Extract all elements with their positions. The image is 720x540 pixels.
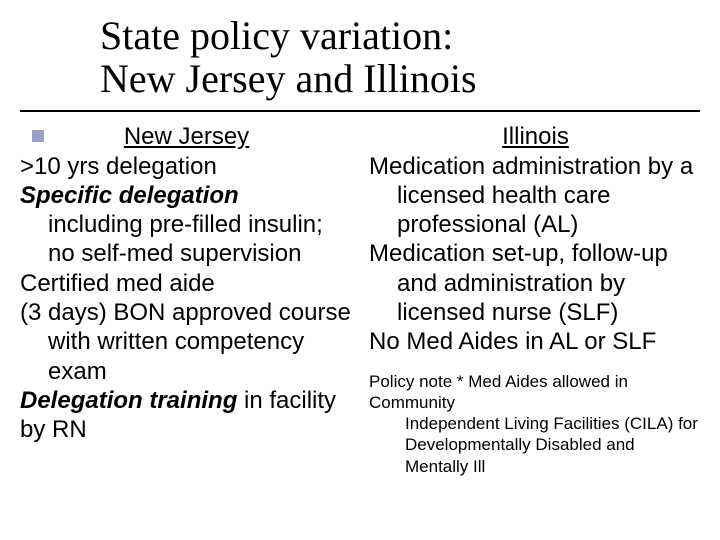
- left-line-4-text: (3 days) BON approved course with writte…: [20, 298, 353, 386]
- title-line-2: New Jersey and Illinois: [100, 56, 477, 101]
- slide: State policy variation: New Jersey and I…: [0, 0, 720, 540]
- content-columns: New Jersey >10 yrs delegation Specific d…: [0, 122, 720, 476]
- right-line-1: Medication administration by a licensed …: [369, 152, 702, 240]
- left-line-2-emph: Specific delegation: [20, 182, 239, 209]
- left-line-5: Delegation training in facility by RN: [20, 386, 353, 445]
- left-line-3: Certified med aide: [20, 269, 353, 298]
- policy-note-lead: Policy note * Med Aides allowed in Commu…: [369, 372, 628, 412]
- left-header: New Jersey: [20, 122, 353, 151]
- title-rule: [20, 110, 700, 112]
- left-column: New Jersey >10 yrs delegation Specific d…: [20, 122, 353, 476]
- left-line-4: (3 days) BON approved course with writte…: [20, 298, 353, 386]
- accent-square: [32, 130, 44, 142]
- right-line-3: No Med Aides in AL or SLF: [369, 327, 702, 356]
- policy-note-body: Independent Living Facilities (CILA) for…: [369, 413, 702, 477]
- right-column: Illinois Medication administration by a …: [369, 122, 702, 476]
- slide-title: State policy variation: New Jersey and I…: [0, 0, 720, 106]
- right-header: Illinois: [369, 122, 702, 151]
- title-line-1: State policy variation:: [100, 13, 453, 58]
- left-line-5-emph: Delegation training: [20, 387, 237, 414]
- right-line-2: Medication set-up, follow-up and adminis…: [369, 239, 702, 327]
- left-line-1: >10 yrs delegation: [20, 152, 353, 181]
- left-line-2-rest: including pre-filled insulin; no self-me…: [20, 210, 353, 269]
- left-line-2: Specific delegation including pre-filled…: [20, 181, 353, 269]
- policy-note: Policy note * Med Aides allowed in Commu…: [369, 371, 702, 477]
